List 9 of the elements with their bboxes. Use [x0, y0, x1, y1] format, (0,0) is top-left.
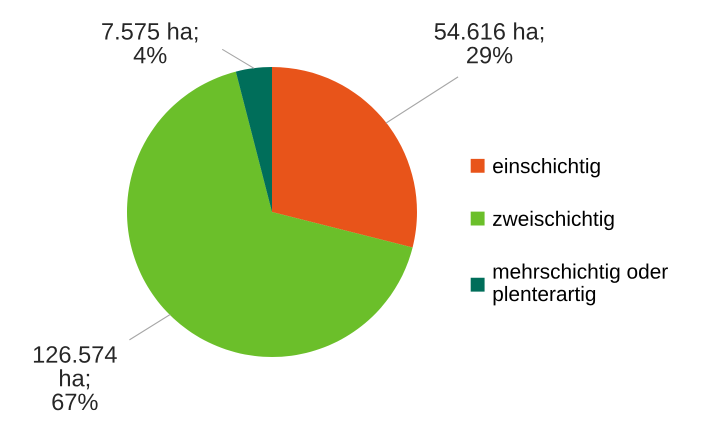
- data-label: 54.616 ha; 29%: [434, 22, 544, 64]
- data-label: 7.575 ha; 4%: [102, 22, 198, 64]
- pie-slice: [127, 72, 413, 357]
- legend-label: einschichtig: [493, 158, 600, 178]
- legend-label: mehrschichtig oder plenterartig: [494, 263, 668, 306]
- pie-slice: [236, 67, 272, 212]
- legend-label: zweischichtig: [493, 210, 614, 230]
- data-label: 126.574 ha; 67%: [34, 346, 117, 410]
- pie-slice: [272, 67, 417, 248]
